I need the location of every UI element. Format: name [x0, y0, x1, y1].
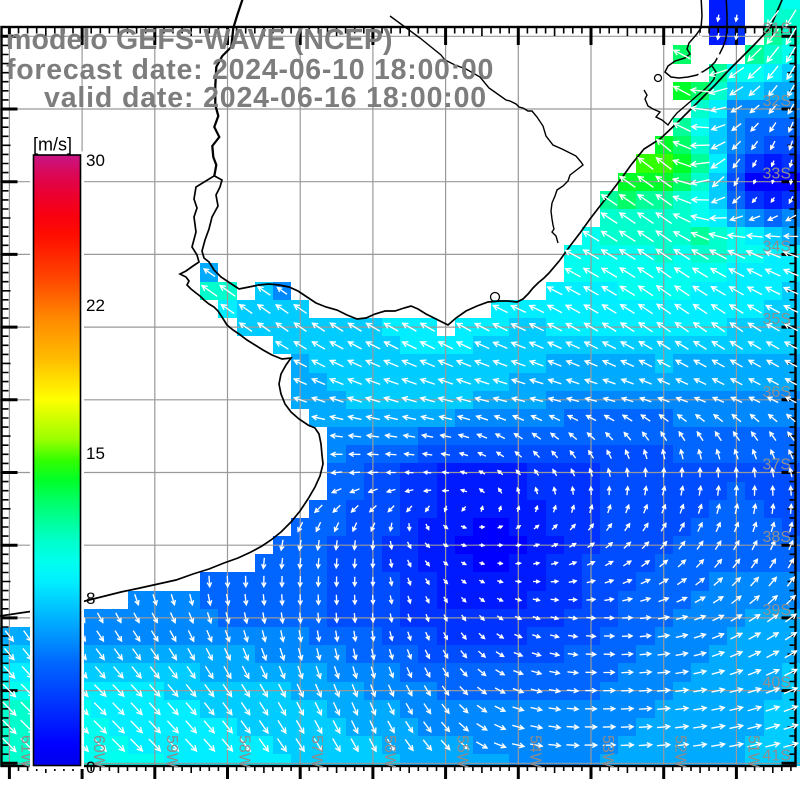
svg-text:32S: 32S [763, 93, 791, 110]
svg-text:52W: 52W [672, 735, 689, 769]
svg-text:22: 22 [86, 296, 105, 315]
svg-text:54W: 54W [526, 735, 543, 769]
svg-text:35S: 35S [763, 311, 791, 328]
svg-text:51W: 51W [744, 735, 761, 769]
svg-text:36S: 36S [763, 384, 791, 401]
svg-text:55W: 55W [454, 735, 471, 769]
svg-text:38S: 38S [763, 529, 791, 546]
svg-text:8: 8 [86, 589, 95, 608]
svg-text:15: 15 [86, 444, 105, 463]
svg-text:39S: 39S [763, 602, 791, 619]
svg-text:57W: 57W [308, 735, 325, 769]
svg-text:0: 0 [86, 758, 95, 777]
svg-text:30: 30 [86, 151, 105, 170]
svg-text:34S: 34S [763, 238, 791, 255]
svg-text:[m/s]: [m/s] [33, 135, 72, 155]
svg-text:53W: 53W [599, 735, 616, 769]
svg-text:60W: 60W [90, 735, 107, 769]
svg-text:forecast date: 2024-06-10 18:0: forecast date: 2024-06-10 18:00:00 [6, 54, 494, 86]
svg-text:31S: 31S [763, 20, 791, 37]
svg-text:58W: 58W [236, 735, 253, 769]
svg-text:40S: 40S [763, 675, 791, 692]
svg-text:37S: 37S [763, 457, 791, 474]
svg-text:41S: 41S [763, 747, 791, 764]
svg-text:modelo GEFS-WAVE (NCEP): modelo GEFS-WAVE (NCEP) [6, 24, 393, 56]
svg-text:valid date: 2024-06-16 18:00:0: valid date: 2024-06-16 18:00:00 [44, 82, 487, 114]
svg-text:33S: 33S [763, 166, 791, 183]
svg-text:59W: 59W [163, 735, 180, 769]
svg-text:56W: 56W [381, 735, 398, 769]
